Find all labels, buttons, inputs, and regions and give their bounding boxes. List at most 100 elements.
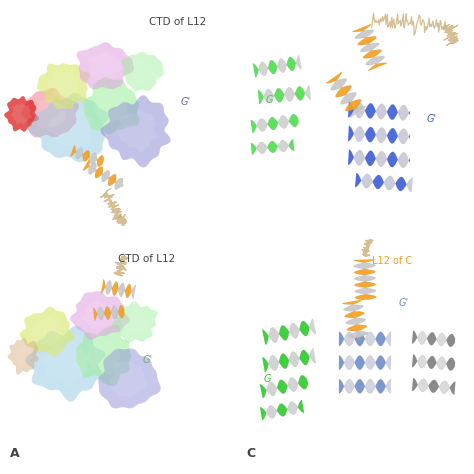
Polygon shape — [108, 174, 116, 186]
Polygon shape — [279, 354, 289, 369]
Polygon shape — [412, 378, 418, 391]
Polygon shape — [310, 348, 316, 363]
Polygon shape — [112, 282, 118, 296]
Polygon shape — [305, 85, 311, 100]
Text: A: A — [9, 447, 19, 460]
Polygon shape — [310, 319, 316, 334]
Polygon shape — [104, 307, 111, 319]
Polygon shape — [384, 176, 395, 190]
Text: G: G — [265, 94, 273, 105]
Polygon shape — [409, 134, 410, 139]
Polygon shape — [260, 384, 266, 398]
Polygon shape — [326, 72, 342, 83]
Polygon shape — [95, 89, 128, 123]
Polygon shape — [289, 352, 300, 367]
Polygon shape — [82, 301, 118, 330]
Polygon shape — [37, 64, 90, 109]
Polygon shape — [355, 294, 376, 300]
Polygon shape — [70, 145, 76, 156]
Polygon shape — [256, 142, 267, 154]
Polygon shape — [95, 166, 103, 178]
Polygon shape — [354, 275, 375, 282]
Polygon shape — [253, 64, 258, 77]
Polygon shape — [110, 361, 147, 397]
Polygon shape — [354, 127, 365, 142]
Polygon shape — [348, 331, 368, 338]
Polygon shape — [101, 279, 105, 293]
Polygon shape — [300, 321, 310, 336]
Polygon shape — [115, 109, 157, 153]
Polygon shape — [105, 281, 112, 294]
Polygon shape — [269, 356, 279, 371]
Polygon shape — [354, 269, 375, 275]
Polygon shape — [287, 401, 298, 415]
Polygon shape — [354, 150, 365, 165]
Polygon shape — [386, 379, 391, 393]
Polygon shape — [447, 334, 455, 347]
Polygon shape — [48, 72, 80, 100]
Polygon shape — [350, 106, 366, 118]
Polygon shape — [376, 151, 387, 166]
Polygon shape — [25, 326, 105, 401]
Polygon shape — [365, 379, 375, 393]
Polygon shape — [395, 177, 407, 191]
Polygon shape — [101, 170, 109, 182]
Polygon shape — [354, 263, 375, 269]
Polygon shape — [277, 380, 288, 394]
Polygon shape — [125, 284, 132, 298]
Polygon shape — [262, 357, 269, 373]
Polygon shape — [264, 89, 274, 103]
Polygon shape — [279, 325, 289, 340]
Polygon shape — [251, 120, 257, 133]
Polygon shape — [355, 30, 374, 38]
Polygon shape — [342, 300, 362, 305]
Polygon shape — [77, 42, 134, 89]
Polygon shape — [386, 356, 391, 370]
Polygon shape — [295, 86, 305, 100]
Polygon shape — [88, 52, 122, 80]
Polygon shape — [428, 380, 439, 393]
Text: G': G' — [180, 97, 190, 107]
Polygon shape — [266, 405, 277, 419]
Polygon shape — [376, 128, 387, 143]
Polygon shape — [344, 379, 355, 393]
Polygon shape — [14, 345, 33, 367]
Polygon shape — [375, 379, 386, 393]
Text: CTD of L12: CTD of L12 — [149, 17, 207, 27]
Polygon shape — [346, 318, 365, 325]
Text: CTD of L12: CTD of L12 — [118, 254, 176, 264]
Polygon shape — [46, 107, 94, 148]
Polygon shape — [262, 329, 269, 345]
Polygon shape — [437, 357, 446, 370]
Polygon shape — [348, 126, 354, 141]
Polygon shape — [284, 87, 295, 101]
Polygon shape — [376, 104, 387, 119]
Polygon shape — [100, 95, 171, 167]
Polygon shape — [363, 50, 382, 58]
Polygon shape — [398, 152, 409, 168]
Text: C: C — [246, 447, 255, 460]
Polygon shape — [130, 59, 155, 83]
Polygon shape — [98, 348, 161, 409]
Polygon shape — [33, 98, 67, 128]
Polygon shape — [387, 152, 398, 167]
Polygon shape — [87, 337, 120, 374]
Polygon shape — [373, 175, 384, 189]
Polygon shape — [258, 90, 264, 104]
Polygon shape — [268, 60, 277, 74]
Polygon shape — [409, 158, 410, 163]
Text: G: G — [263, 374, 271, 384]
Polygon shape — [344, 305, 363, 311]
Polygon shape — [118, 305, 125, 318]
Polygon shape — [427, 356, 437, 369]
Text: G': G' — [427, 113, 437, 124]
Polygon shape — [298, 400, 304, 413]
Polygon shape — [355, 282, 376, 288]
Polygon shape — [266, 382, 277, 396]
Polygon shape — [277, 58, 287, 73]
Text: G': G' — [142, 355, 152, 365]
Polygon shape — [365, 356, 375, 370]
Polygon shape — [339, 332, 344, 346]
Polygon shape — [260, 407, 266, 420]
Polygon shape — [418, 379, 428, 392]
